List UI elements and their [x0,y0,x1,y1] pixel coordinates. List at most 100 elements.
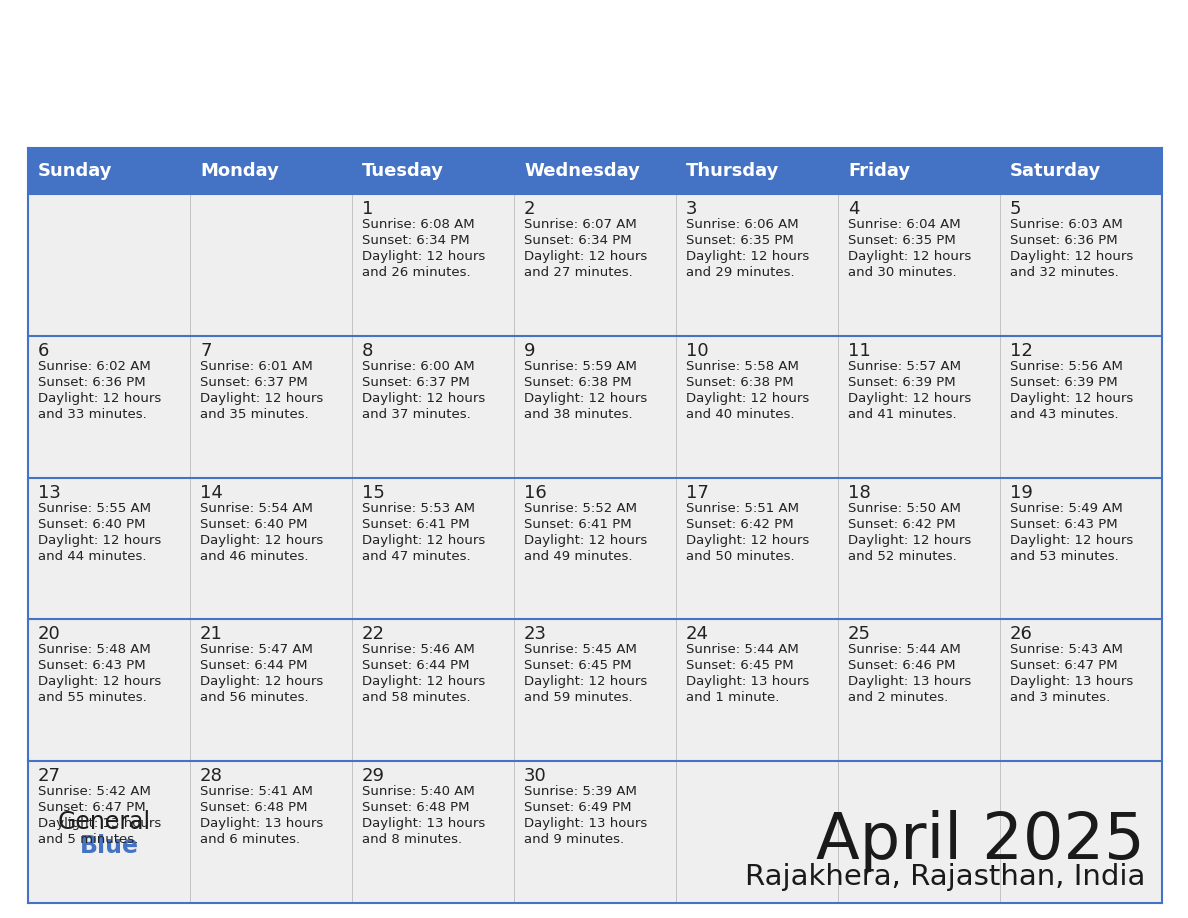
Text: and 59 minutes.: and 59 minutes. [524,691,633,704]
Text: and 5 minutes.: and 5 minutes. [38,834,138,846]
Text: Daylight: 12 hours: Daylight: 12 hours [362,250,485,263]
Text: Sunset: 6:36 PM: Sunset: 6:36 PM [1010,234,1118,247]
Text: Sunrise: 5:57 AM: Sunrise: 5:57 AM [848,360,961,373]
Text: Sunrise: 6:08 AM: Sunrise: 6:08 AM [362,218,475,231]
Bar [29,761,1162,903]
Polygon shape [170,808,198,834]
Text: Sunrise: 5:53 AM: Sunrise: 5:53 AM [362,501,475,515]
Text: Sunrise: 5:39 AM: Sunrise: 5:39 AM [524,785,637,798]
Bar [29,194,1162,336]
Text: 30: 30 [524,767,546,785]
Text: Sunset: 6:41 PM: Sunset: 6:41 PM [524,518,632,531]
Text: and 53 minutes.: and 53 minutes. [1010,550,1119,563]
Text: and 49 minutes.: and 49 minutes. [524,550,632,563]
Text: 11: 11 [848,341,871,360]
Text: Sunrise: 5:45 AM: Sunrise: 5:45 AM [524,644,637,656]
Text: 2: 2 [524,200,536,218]
Text: Sunrise: 5:58 AM: Sunrise: 5:58 AM [685,360,798,373]
Text: Sunrise: 5:55 AM: Sunrise: 5:55 AM [38,501,151,515]
Text: 28: 28 [200,767,223,785]
Text: Daylight: 12 hours: Daylight: 12 hours [38,676,162,688]
Text: Daylight: 12 hours: Daylight: 12 hours [685,533,809,546]
Text: and 26 minutes.: and 26 minutes. [362,266,470,279]
Text: Sunrise: 6:03 AM: Sunrise: 6:03 AM [1010,218,1123,231]
Text: Daylight: 12 hours: Daylight: 12 hours [685,250,809,263]
Text: Sunset: 6:34 PM: Sunset: 6:34 PM [362,234,469,247]
Text: 7: 7 [200,341,211,360]
Text: Sunrise: 5:54 AM: Sunrise: 5:54 AM [200,501,312,515]
Text: Daylight: 12 hours: Daylight: 12 hours [200,676,323,688]
Text: Sunset: 6:35 PM: Sunset: 6:35 PM [848,234,956,247]
Text: and 41 minutes.: and 41 minutes. [848,408,956,420]
Text: and 58 minutes.: and 58 minutes. [362,691,470,704]
Text: and 27 minutes.: and 27 minutes. [524,266,633,279]
Text: Sunrise: 5:48 AM: Sunrise: 5:48 AM [38,644,151,656]
Text: Sunrise: 5:47 AM: Sunrise: 5:47 AM [200,644,312,656]
Text: and 30 minutes.: and 30 minutes. [848,266,956,279]
Text: and 40 minutes.: and 40 minutes. [685,408,795,420]
Text: Daylight: 12 hours: Daylight: 12 hours [38,392,162,405]
Text: Sunset: 6:38 PM: Sunset: 6:38 PM [685,375,794,389]
Text: 4: 4 [848,200,859,218]
Text: Sunset: 6:44 PM: Sunset: 6:44 PM [200,659,308,672]
Text: 13: 13 [38,484,61,501]
Text: 8: 8 [362,341,373,360]
Text: Daylight: 13 hours: Daylight: 13 hours [524,817,647,830]
Text: Daylight: 12 hours: Daylight: 12 hours [1010,250,1133,263]
Text: Friday: Friday [848,162,910,180]
Text: Daylight: 12 hours: Daylight: 12 hours [1010,533,1133,546]
Text: Sunset: 6:35 PM: Sunset: 6:35 PM [685,234,794,247]
Text: Sunrise: 5:49 AM: Sunrise: 5:49 AM [1010,501,1123,515]
Text: 10: 10 [685,341,708,360]
Text: Sunset: 6:39 PM: Sunset: 6:39 PM [1010,375,1118,389]
Text: Sunset: 6:38 PM: Sunset: 6:38 PM [524,375,632,389]
Text: Daylight: 12 hours: Daylight: 12 hours [685,392,809,405]
Text: Daylight: 12 hours: Daylight: 12 hours [848,392,972,405]
Text: Sunset: 6:42 PM: Sunset: 6:42 PM [848,518,955,531]
Text: and 33 minutes.: and 33 minutes. [38,408,147,420]
Text: Saturday: Saturday [1010,162,1101,180]
Text: Sunrise: 5:51 AM: Sunrise: 5:51 AM [685,501,800,515]
Text: and 3 minutes.: and 3 minutes. [1010,691,1111,704]
Text: and 9 minutes.: and 9 minutes. [524,834,624,846]
Text: and 38 minutes.: and 38 minutes. [524,408,633,420]
Text: 24: 24 [685,625,709,644]
Text: Daylight: 12 hours: Daylight: 12 hours [362,533,485,546]
Text: General: General [58,810,151,834]
Text: Daylight: 13 hours: Daylight: 13 hours [685,676,809,688]
Text: Daylight: 12 hours: Daylight: 12 hours [200,533,323,546]
Text: 26: 26 [1010,625,1032,644]
Text: Sunset: 6:49 PM: Sunset: 6:49 PM [524,801,632,814]
Text: Sunrise: 5:43 AM: Sunrise: 5:43 AM [1010,644,1123,656]
Text: Daylight: 13 hours: Daylight: 13 hours [200,817,323,830]
Text: Sunset: 6:48 PM: Sunset: 6:48 PM [362,801,469,814]
Text: Sunrise: 5:44 AM: Sunrise: 5:44 AM [685,644,798,656]
Text: Sunrise: 5:42 AM: Sunrise: 5:42 AM [38,785,151,798]
Text: Sunset: 6:43 PM: Sunset: 6:43 PM [38,659,146,672]
Text: 23: 23 [524,625,546,644]
Text: Sunset: 6:40 PM: Sunset: 6:40 PM [38,518,145,531]
Text: 22: 22 [362,625,385,644]
Text: Sunrise: 5:40 AM: Sunrise: 5:40 AM [362,785,475,798]
Text: Sunrise: 5:50 AM: Sunrise: 5:50 AM [848,501,961,515]
Text: Sunset: 6:36 PM: Sunset: 6:36 PM [38,375,146,389]
Text: Sunday: Sunday [38,162,113,180]
Text: 12: 12 [1010,341,1032,360]
Text: and 50 minutes.: and 50 minutes. [685,550,795,563]
Text: and 56 minutes.: and 56 minutes. [200,691,309,704]
Text: 16: 16 [524,484,546,501]
Text: Sunset: 6:37 PM: Sunset: 6:37 PM [200,375,308,389]
Text: Sunset: 6:45 PM: Sunset: 6:45 PM [685,659,794,672]
Bar [29,148,1162,194]
Text: Daylight: 13 hours: Daylight: 13 hours [1010,676,1133,688]
Text: Sunrise: 6:01 AM: Sunrise: 6:01 AM [200,360,312,373]
Text: Daylight: 12 hours: Daylight: 12 hours [524,533,647,546]
Text: Sunrise: 5:41 AM: Sunrise: 5:41 AM [200,785,312,798]
Text: Sunset: 6:48 PM: Sunset: 6:48 PM [200,801,308,814]
Text: and 8 minutes.: and 8 minutes. [362,834,462,846]
Text: Sunrise: 6:07 AM: Sunrise: 6:07 AM [524,218,637,231]
Text: Sunrise: 5:52 AM: Sunrise: 5:52 AM [524,501,637,515]
Text: Sunset: 6:45 PM: Sunset: 6:45 PM [524,659,632,672]
Text: Sunrise: 6:00 AM: Sunrise: 6:00 AM [362,360,475,373]
Text: Blue: Blue [80,834,139,858]
